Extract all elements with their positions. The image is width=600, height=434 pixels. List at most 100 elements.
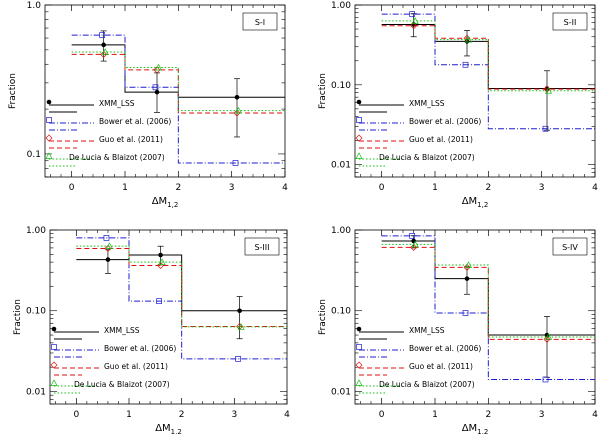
series-step-3 bbox=[381, 25, 595, 90]
series-step-2 bbox=[381, 13, 595, 130]
model-point bbox=[411, 17, 419, 24]
legend-marker bbox=[355, 152, 363, 159]
model-point bbox=[154, 63, 163, 71]
x-axis-label-main: ΔM bbox=[462, 196, 477, 207]
x-tick-label: 4 bbox=[282, 183, 288, 193]
model-point bbox=[544, 333, 553, 340]
legend-marker bbox=[46, 99, 52, 105]
series-step-3 bbox=[71, 53, 285, 114]
model-point bbox=[462, 61, 469, 68]
legend-marker bbox=[355, 379, 363, 386]
model-point bbox=[464, 35, 473, 43]
series-step-2 bbox=[381, 235, 595, 380]
x-axis-label-sub: 1,2 bbox=[167, 201, 178, 209]
model-point bbox=[100, 50, 108, 58]
series-step-3 bbox=[381, 246, 595, 340]
x-tick-label: 3 bbox=[539, 183, 545, 193]
x-tick-label: 1 bbox=[122, 183, 128, 193]
y-tick-label: 0.01 bbox=[331, 387, 351, 397]
model-point bbox=[101, 48, 109, 55]
x-axis-label: ΔM1,2 bbox=[462, 423, 489, 434]
series-step-4 bbox=[76, 245, 287, 328]
legend-marker bbox=[45, 134, 53, 142]
model-point bbox=[99, 32, 106, 38]
legend-marker bbox=[46, 117, 52, 123]
y-tick-label: 0.01 bbox=[331, 161, 351, 171]
data-point bbox=[158, 252, 163, 258]
legend-marker bbox=[355, 134, 363, 142]
legend-marker bbox=[51, 344, 57, 350]
model-point bbox=[105, 242, 114, 249]
legend-label: De Lucia & Blaizot (2007) bbox=[379, 153, 475, 162]
series-step-2 bbox=[76, 237, 287, 360]
y-tick-label: 1.00 bbox=[331, 226, 351, 236]
x-tick-label: 4 bbox=[592, 183, 598, 193]
panel-label-box bbox=[244, 237, 280, 256]
plot-frame bbox=[49, 229, 288, 405]
legend-label: De Lucia & Blaizot (2007) bbox=[379, 380, 475, 389]
model-point bbox=[543, 335, 551, 343]
legend-label: XMM_LSS bbox=[99, 99, 135, 108]
legend-marker bbox=[45, 152, 53, 159]
y-tick-label: 0.1 bbox=[27, 150, 41, 160]
legend-marker bbox=[356, 117, 362, 123]
legend-marker bbox=[356, 99, 362, 105]
y-tick-label: 0.10 bbox=[331, 81, 351, 91]
x-tick-label: 0 bbox=[379, 183, 385, 193]
y-tick-label: 0.10 bbox=[26, 307, 46, 317]
legend-label: Bower et al. (2006) bbox=[409, 344, 481, 353]
model-point bbox=[104, 245, 112, 253]
model-point bbox=[542, 376, 549, 383]
model-point bbox=[464, 261, 473, 268]
model-point bbox=[542, 125, 549, 132]
legend-label: XMM_LSS bbox=[104, 326, 140, 335]
x-tick-label: 3 bbox=[539, 410, 545, 420]
plot-frame bbox=[354, 4, 596, 178]
x-axis-label: ΔM1,2 bbox=[462, 196, 489, 209]
panel-label-box bbox=[552, 12, 588, 31]
data-point bbox=[105, 257, 111, 262]
y-axis-label: Fraction bbox=[318, 73, 328, 109]
panel-label-box bbox=[242, 12, 278, 31]
legend-label: XMM_LSS bbox=[409, 99, 445, 108]
x-axis-label-sub: 1,2 bbox=[171, 428, 182, 434]
x-axis-label-main: ΔM bbox=[152, 196, 167, 207]
panel-label: S-IV bbox=[562, 243, 578, 252]
y-tick-label: 1.00 bbox=[26, 226, 46, 236]
series-step-1 bbox=[76, 254, 287, 312]
series-step-4 bbox=[381, 20, 595, 92]
model-point bbox=[463, 263, 471, 271]
panel-label: S-II bbox=[564, 18, 577, 27]
chart-panel-2: 0 1 2 3 4 0.01 0.10 1.00 Fraction ΔM1,2 S-II XMM_LS… bbox=[318, 1, 598, 209]
x-tick-label: 4 bbox=[284, 410, 290, 420]
model-point bbox=[410, 243, 418, 251]
y-axis-label: Fraction bbox=[13, 299, 23, 335]
legend-label: Guo et al. (2011) bbox=[104, 362, 168, 371]
model-point bbox=[235, 356, 241, 362]
model-point bbox=[152, 84, 159, 91]
legend-label: Guo et al. (2011) bbox=[409, 362, 473, 371]
chart-panel-1: 0 1 2 3 4 0.1 1.0 Fraction ΔM1,2 S-I XMM_LSS Bower … bbox=[8, 1, 288, 209]
x-tick-label: 1 bbox=[432, 183, 438, 193]
legend-label: De Lucia & Blaizot (2007) bbox=[74, 380, 170, 389]
legend-label: De Lucia & Blaizot (2007) bbox=[69, 153, 165, 162]
legend-label: Bower et al. (2006) bbox=[99, 117, 171, 126]
x-tick-label: 3 bbox=[229, 183, 235, 193]
panel-label: S-III bbox=[254, 243, 269, 252]
y-axis-label: Fraction bbox=[318, 299, 328, 335]
data-point bbox=[464, 276, 470, 281]
y-tick-label: 0.01 bbox=[26, 387, 46, 397]
x-axis-label: ΔM1,2 bbox=[155, 423, 182, 434]
x-axis-label-main: ΔM bbox=[155, 423, 170, 434]
model-point bbox=[234, 106, 243, 114]
legend-marker bbox=[51, 326, 57, 332]
data-point bbox=[237, 308, 242, 314]
plot-frame bbox=[354, 229, 596, 405]
x-tick-label: 1 bbox=[126, 410, 132, 420]
y-tick-label: 1.0 bbox=[27, 1, 42, 11]
x-tick-label: 0 bbox=[69, 183, 75, 193]
x-tick-label: 2 bbox=[485, 410, 491, 420]
model-point bbox=[410, 22, 418, 30]
model-point bbox=[153, 66, 161, 74]
model-point bbox=[103, 235, 110, 241]
